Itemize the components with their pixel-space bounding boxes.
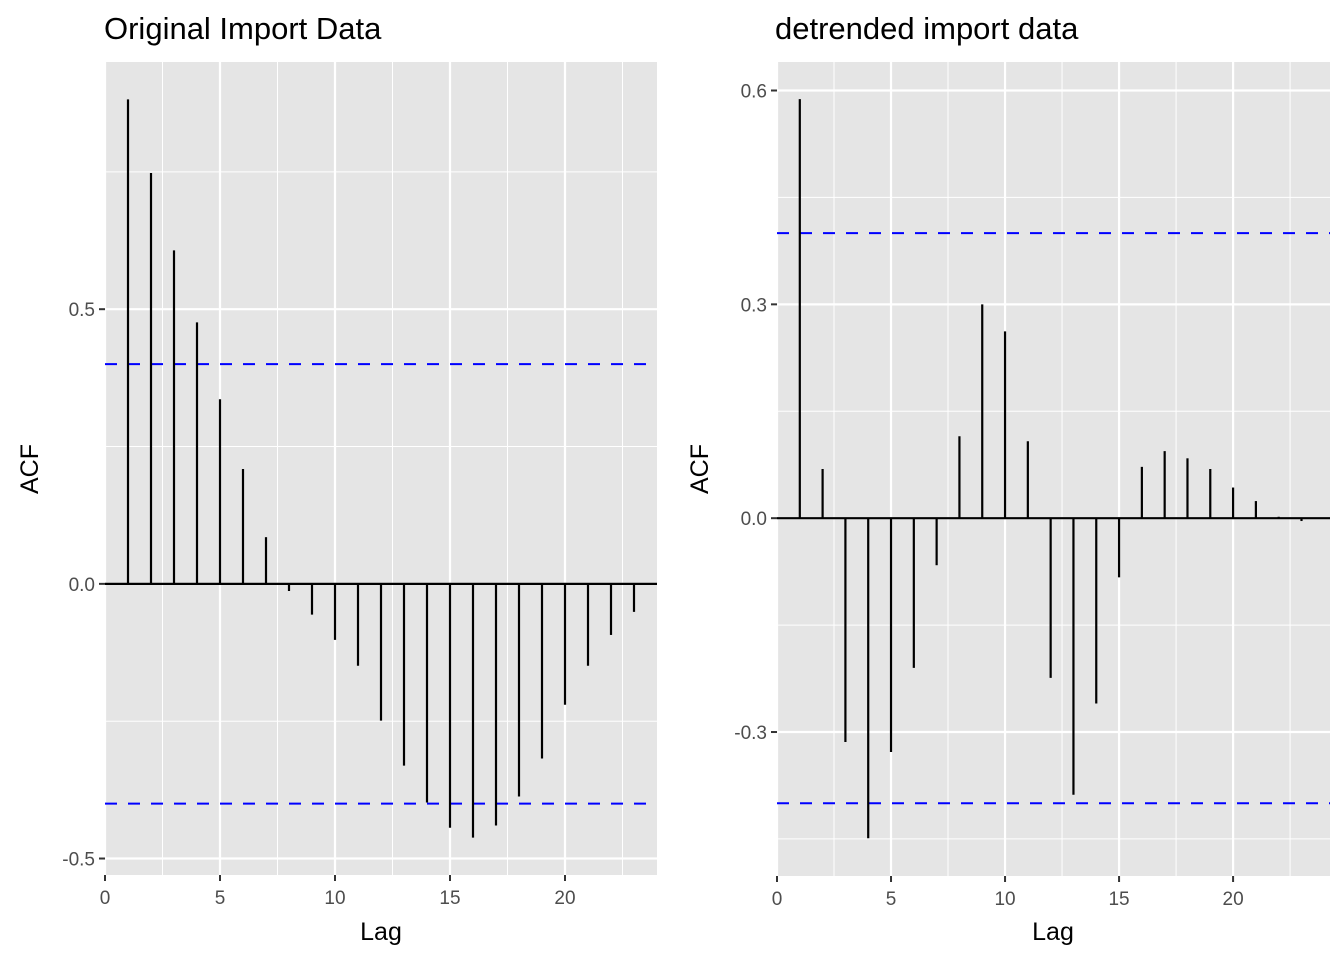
plot-area <box>103 62 657 875</box>
y-axis-title: ACF <box>686 444 714 494</box>
x-tick-label: 0 <box>100 888 111 909</box>
y-tick-label: 0.0 <box>741 509 767 530</box>
x-axis-title: Lag <box>360 918 402 946</box>
x-tick-label: 20 <box>554 888 575 909</box>
x-tick-label: 20 <box>1223 889 1244 910</box>
chart-title: detrended import data <box>775 11 1079 46</box>
panel-background <box>105 62 657 875</box>
x-axis: 0 5 10 15 20 <box>772 876 1244 910</box>
x-tick-label: 5 <box>886 889 897 910</box>
y-tick-label: -0.5 <box>62 850 95 871</box>
y-tick-label: 0.5 <box>69 300 95 321</box>
y-axis: -0.5 0.0 0.5 <box>62 300 105 871</box>
y-axis-title: ACF <box>16 444 44 494</box>
y-tick-label: 0.3 <box>741 295 767 316</box>
x-axis: 0 5 10 15 20 <box>100 875 576 909</box>
x-tick-label: 5 <box>215 888 226 909</box>
x-tick-label: 15 <box>439 888 460 909</box>
panel-background <box>777 62 1330 876</box>
y-tick-label: 0.6 <box>741 82 767 103</box>
y-tick-label: 0.0 <box>69 575 95 596</box>
chart-title: Original Import Data <box>104 11 382 46</box>
plot-area <box>775 62 1330 876</box>
x-tick-label: 15 <box>1108 889 1129 910</box>
x-axis-title: Lag <box>1032 918 1074 946</box>
x-tick-label: 0 <box>772 889 783 910</box>
panel-original-import-data: Original Import Data -0.5 0.0 0.5 0 5 10 15 20… <box>16 11 657 946</box>
x-tick-label: 10 <box>994 889 1015 910</box>
panel-detrended-import-data: detrended import data -0.3 0.0 0.3 0.6 0 5 10… <box>686 11 1330 946</box>
y-tick-label: -0.3 <box>734 723 767 744</box>
y-axis: -0.3 0.0 0.3 0.6 <box>734 82 777 744</box>
x-tick-label: 10 <box>324 888 345 909</box>
